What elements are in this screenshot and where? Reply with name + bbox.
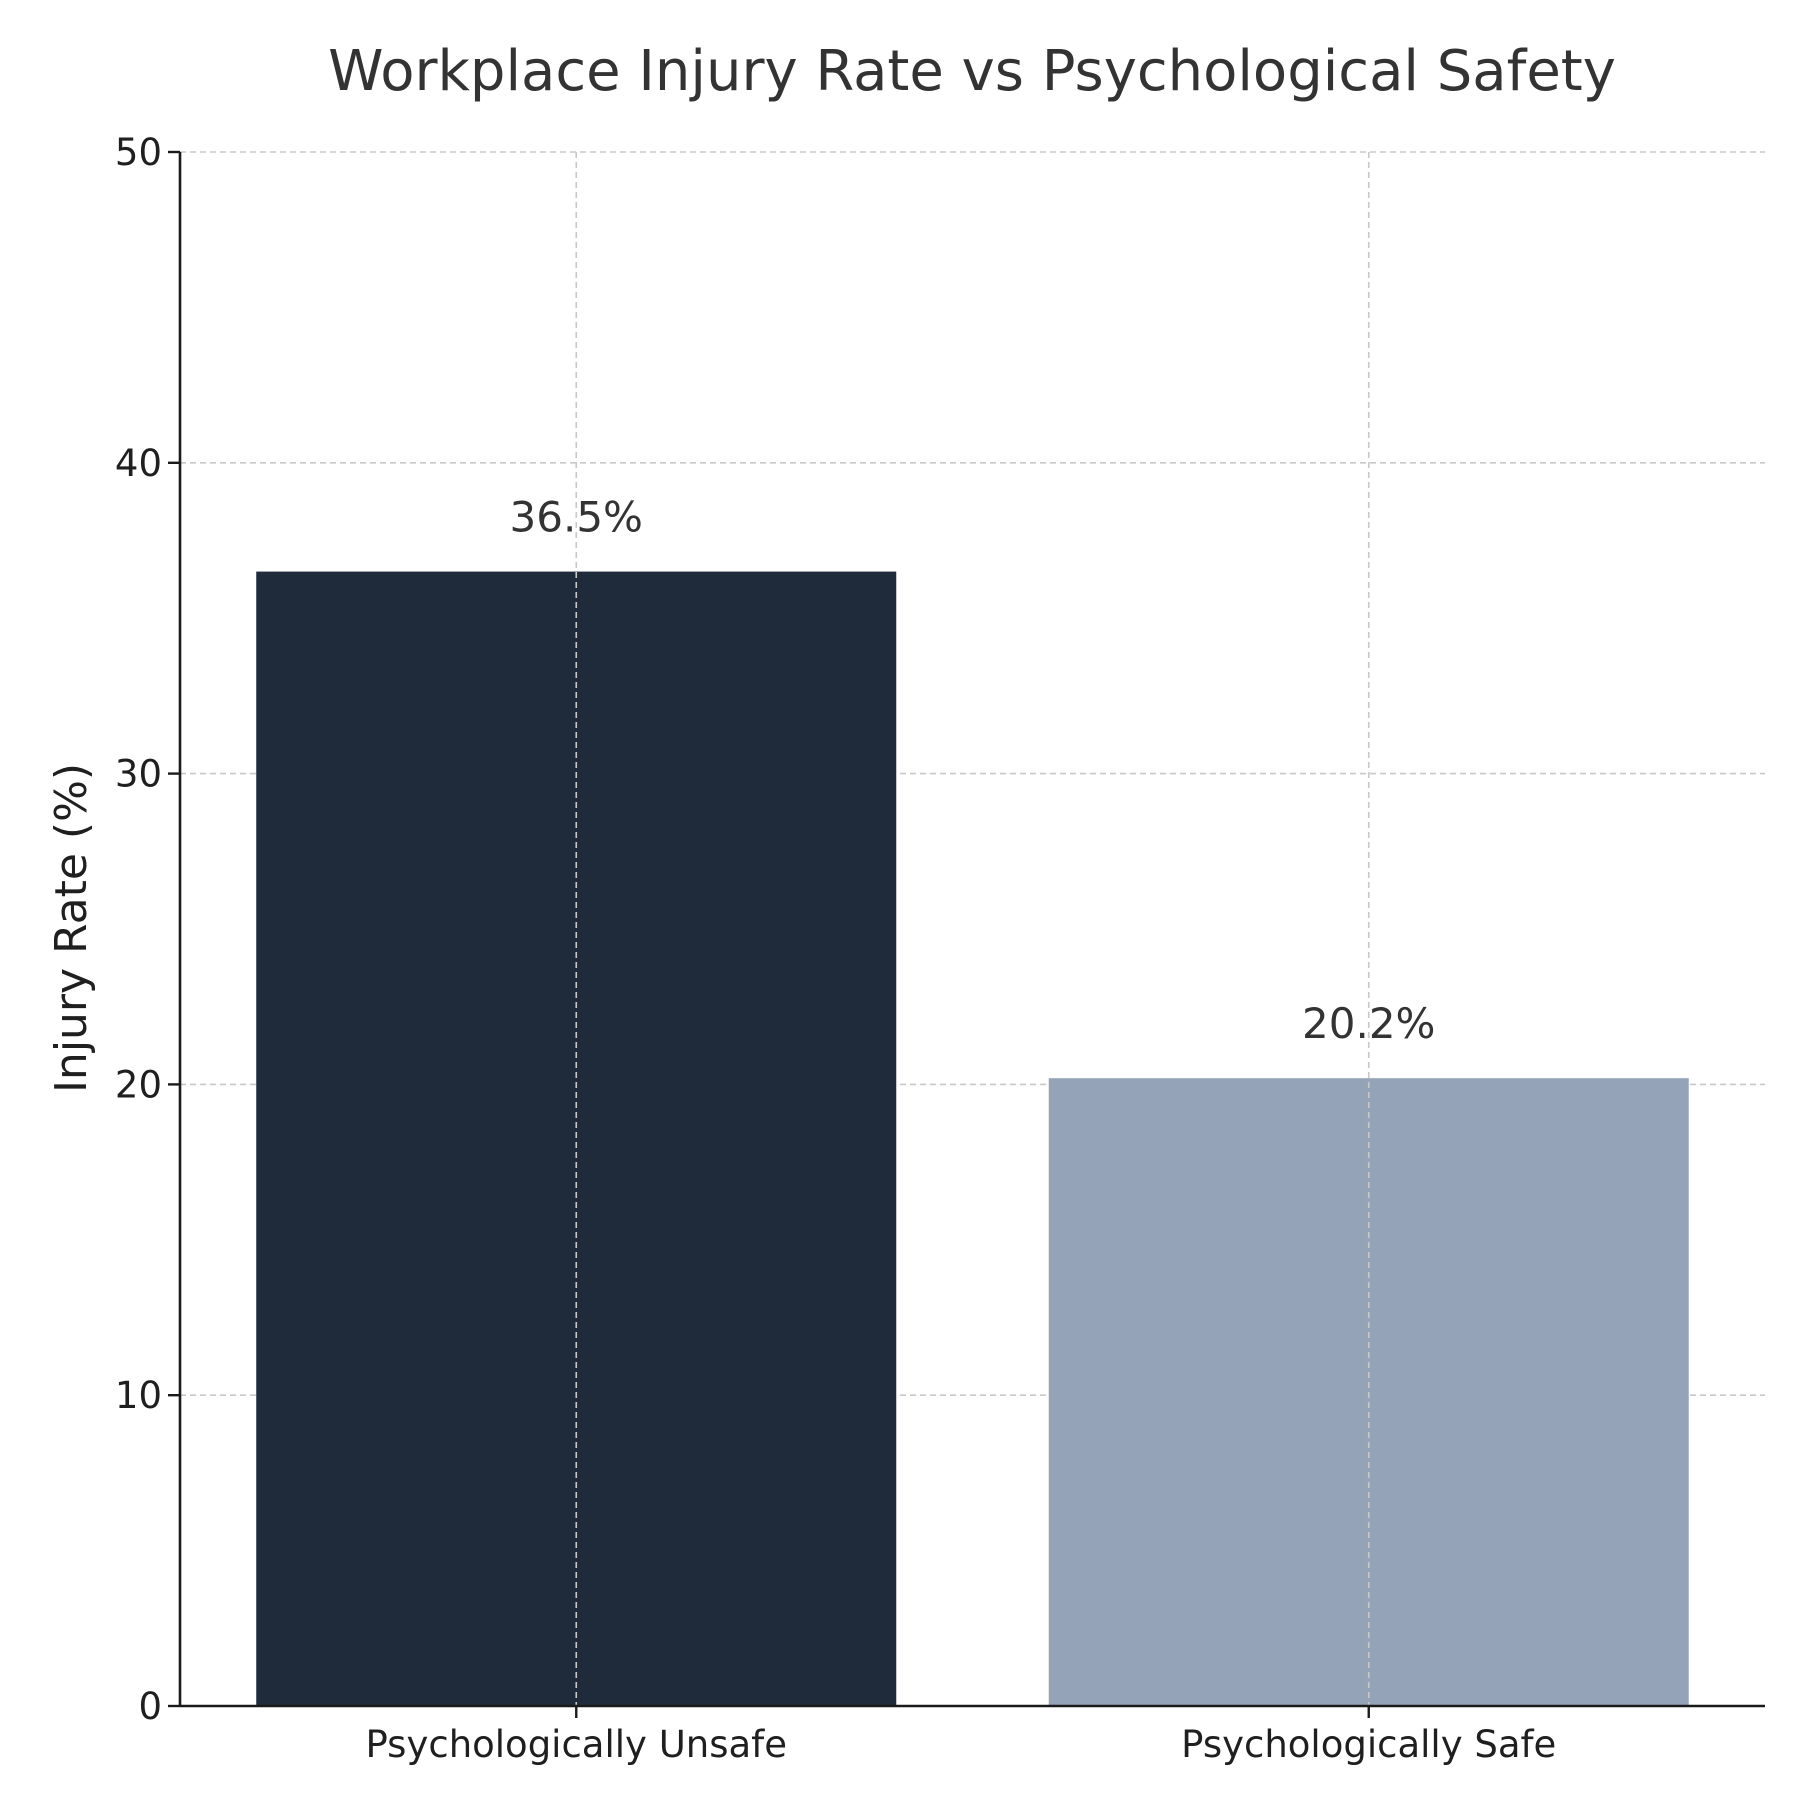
bar-value-label: 36.5% xyxy=(510,493,643,542)
y-axis-title: Injury Rate (%) xyxy=(46,763,97,1093)
chart-title: Workplace Injury Rate vs Psychological S… xyxy=(328,39,1616,104)
bar-layer xyxy=(256,571,1689,1706)
y-tick-label: 40 xyxy=(115,442,162,485)
y-tick-label: 10 xyxy=(115,1374,162,1417)
label-layer: 36.5% 20.2% xyxy=(510,493,1436,1049)
y-tick-label: 0 xyxy=(138,1685,162,1728)
bar-value-label: 20.2% xyxy=(1302,999,1435,1048)
vertical-grid-layer xyxy=(575,152,1370,1706)
x-tick-label: Psychologically Safe xyxy=(1181,1723,1556,1766)
x-tick-label: Psychologically Unsafe xyxy=(366,1723,787,1766)
y-tick-label: 20 xyxy=(115,1063,162,1106)
y-tick-label: 30 xyxy=(115,753,162,796)
axis-layer: 0 10 20 30 40 50 Psychologically Unsafe Psychol… xyxy=(115,131,1765,1766)
y-tick-label: 50 xyxy=(115,131,162,174)
